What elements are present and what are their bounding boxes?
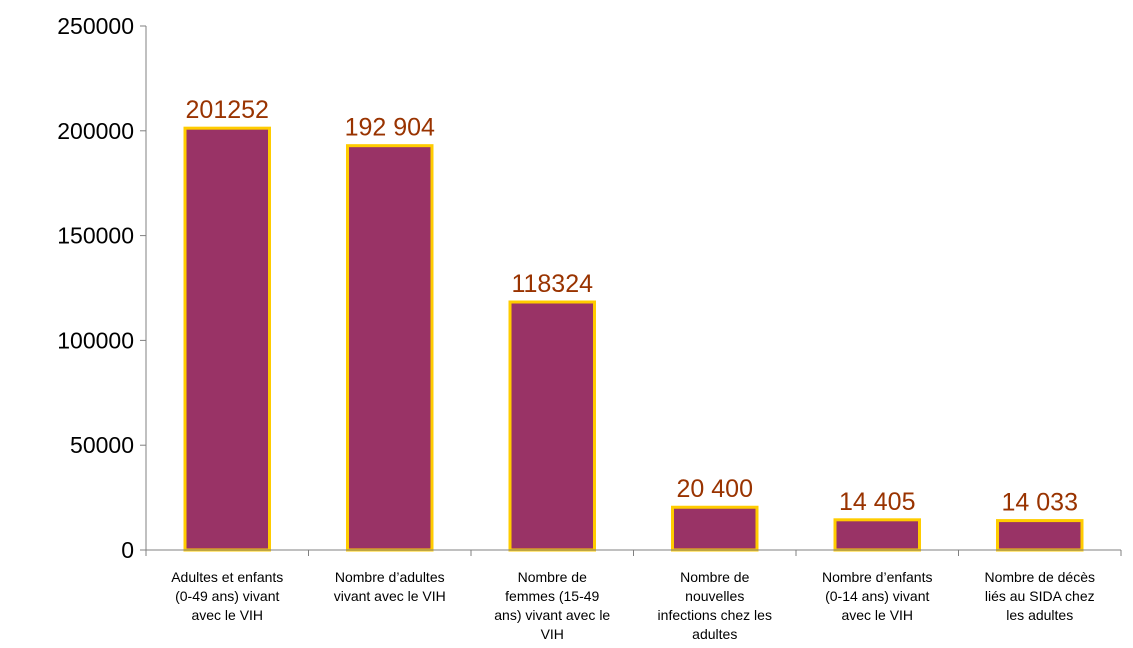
bars [183, 126, 1084, 552]
data-label: 20 400 [677, 475, 753, 503]
data-labels: 201252 192 904 118324 20 400 14 405 14 033 [186, 96, 1078, 516]
bar [183, 126, 271, 552]
x-tick-label: Nombre de nouvelles infections chez les adu… [658, 569, 772, 642]
x-axis: Adultes et enfants (0-49 ans) vivant avec … [145, 549, 1122, 642]
bar [833, 518, 921, 552]
data-label: 14 033 [1002, 489, 1078, 517]
y-tick-label: 100000 [57, 327, 134, 353]
data-label: 14 405 [839, 488, 915, 516]
data-label: 201252 [186, 96, 269, 124]
bar [996, 519, 1084, 552]
x-tick-label: Nombre de femmes (15-49 ans) vivant avec l… [494, 569, 610, 642]
y-tick-label: 0 [121, 537, 134, 563]
data-label: 192 904 [345, 114, 435, 142]
bar [508, 300, 596, 552]
y-tick-label: 250000 [57, 13, 134, 39]
y-tick-label: 50000 [70, 432, 134, 458]
x-tick-label: Nombre d’adultes vivant avec le VIH [334, 569, 446, 604]
bar [671, 505, 759, 552]
x-tick-label: Nombre d’enfants (0-14 ans) vivant avec le… [822, 569, 933, 623]
y-tick-label: 200000 [57, 118, 134, 144]
y-axis: 0 50000 100000 150000 200000 250000 [57, 13, 147, 563]
bar [346, 144, 434, 552]
data-label: 118324 [511, 270, 593, 298]
y-tick-label: 150000 [57, 223, 134, 249]
x-tick-label: Nombre de décès liés au SIDA chez les adul… [984, 569, 1095, 623]
x-tick-label: Adultes et enfants (0-49 ans) vivant avec … [171, 569, 283, 623]
